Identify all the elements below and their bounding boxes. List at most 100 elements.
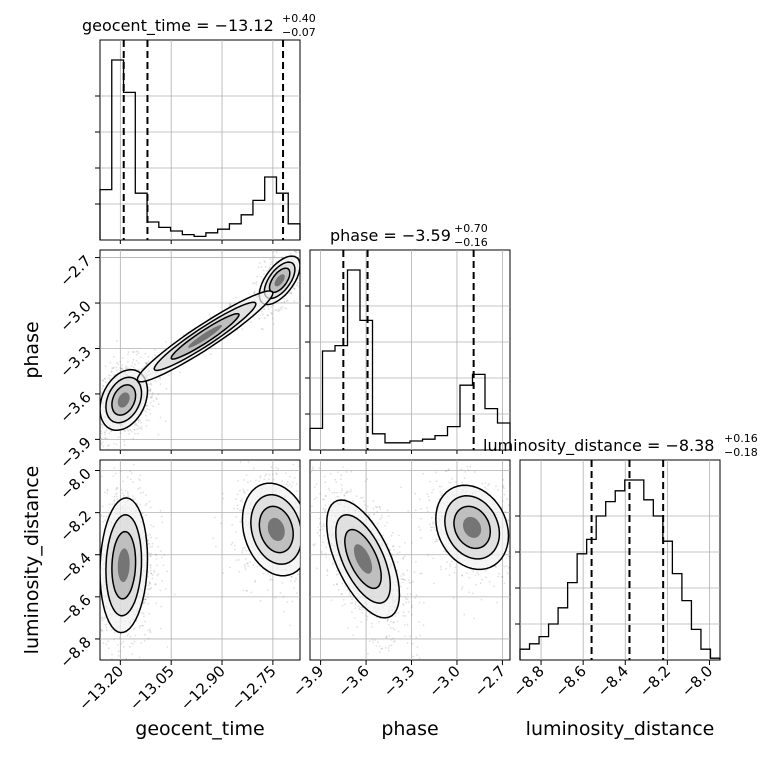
sample-point xyxy=(301,277,303,279)
sample-point xyxy=(272,250,275,253)
sample-point xyxy=(239,489,241,492)
sample-point xyxy=(98,527,100,529)
sample-point xyxy=(132,628,135,631)
sample-point xyxy=(93,403,95,405)
sample-point xyxy=(139,486,142,489)
sample-point xyxy=(89,431,91,433)
sample-point xyxy=(139,474,142,477)
sample-point xyxy=(246,589,249,592)
sample-point xyxy=(313,498,316,501)
contour-line xyxy=(153,301,257,372)
sample-point xyxy=(323,535,326,537)
sample-point xyxy=(94,641,96,643)
sample-point xyxy=(320,550,323,553)
sample-point xyxy=(321,498,324,501)
sample-point xyxy=(158,376,161,379)
sample-point xyxy=(408,582,411,584)
sample-point xyxy=(289,252,292,255)
sample-point xyxy=(101,505,104,508)
sample-point xyxy=(106,437,108,440)
sample-point xyxy=(301,551,303,553)
sample-point xyxy=(91,425,93,427)
sample-point xyxy=(110,371,113,373)
contour-line xyxy=(100,368,149,432)
sample-point xyxy=(243,491,246,494)
sample-point xyxy=(305,493,307,495)
sample-point xyxy=(454,566,457,569)
sample-point xyxy=(148,628,151,631)
sample-point xyxy=(87,421,89,423)
sample-point xyxy=(135,620,138,622)
sample-point xyxy=(283,297,286,300)
sample-point xyxy=(345,470,348,473)
sample-point xyxy=(448,574,451,577)
sample-point xyxy=(269,575,271,577)
sample-point xyxy=(159,416,162,419)
sample-point xyxy=(134,363,136,366)
sample-point xyxy=(121,364,124,367)
sample-point xyxy=(344,492,347,495)
sample-point xyxy=(469,460,472,462)
sample-point xyxy=(149,631,152,633)
sample-point xyxy=(273,250,276,251)
sample-point xyxy=(275,466,277,469)
sample-point xyxy=(368,513,370,516)
sample-point xyxy=(150,536,152,539)
sample-point xyxy=(428,499,431,502)
sample-point xyxy=(403,624,406,626)
sample-point xyxy=(125,367,128,370)
sample-point xyxy=(365,614,367,617)
sample-point xyxy=(247,565,250,568)
sample-point xyxy=(409,593,412,596)
sample-point xyxy=(148,419,150,422)
sample-point xyxy=(123,646,125,648)
sample-point xyxy=(422,624,425,627)
sample-point xyxy=(380,648,383,650)
sample-point xyxy=(127,633,130,635)
sample-point xyxy=(293,453,295,455)
sample-point xyxy=(116,460,118,461)
sample-point xyxy=(233,544,236,547)
sample-point xyxy=(100,427,101,429)
ytick-label: −2.7 xyxy=(56,252,94,290)
sample-point xyxy=(147,534,149,537)
sample-point xyxy=(98,576,100,578)
sample-point xyxy=(379,518,381,521)
sample-point xyxy=(97,398,99,400)
sample-point xyxy=(145,362,148,365)
sample-point xyxy=(293,587,295,589)
sample-point xyxy=(493,585,496,588)
sample-point xyxy=(104,624,107,626)
sample-point xyxy=(423,710,425,712)
sample-point xyxy=(117,451,119,453)
sample-point xyxy=(239,461,242,464)
sample-point xyxy=(116,487,119,489)
sample-point xyxy=(301,533,303,535)
sample-point xyxy=(148,612,151,615)
sample-point xyxy=(410,581,412,584)
sample-point xyxy=(392,627,395,630)
sample-point xyxy=(155,398,158,400)
sample-point xyxy=(298,497,300,500)
sample-point xyxy=(324,504,327,507)
sample-point xyxy=(341,582,344,585)
sample-point xyxy=(393,641,395,643)
sample-point xyxy=(149,533,152,536)
sample-point xyxy=(126,476,129,479)
sample-point xyxy=(163,554,166,557)
sample-point xyxy=(346,491,348,494)
sample-point xyxy=(466,465,469,468)
sample-point xyxy=(302,544,304,546)
sample-point xyxy=(282,596,285,598)
sample-point xyxy=(377,522,379,525)
sample-point xyxy=(157,393,160,395)
sample-point xyxy=(151,574,154,576)
sample-point xyxy=(110,661,112,663)
sample-point xyxy=(137,421,140,423)
sample-point xyxy=(392,545,395,547)
sample-point xyxy=(391,554,393,556)
sample-point xyxy=(375,645,378,647)
sample-point xyxy=(378,621,380,623)
sample-point xyxy=(263,307,266,310)
sample-point xyxy=(293,300,296,303)
